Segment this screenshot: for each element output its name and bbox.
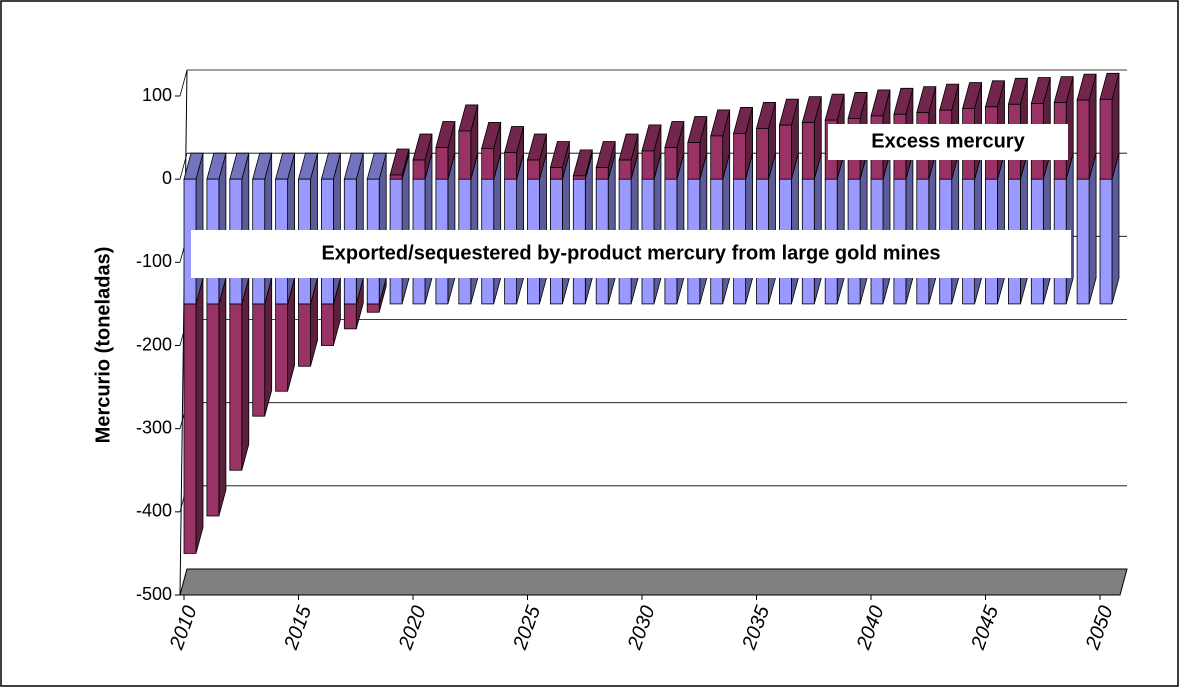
series-label: Exported/sequestered by-product mercury …: [321, 242, 940, 264]
y-tick-label: 0: [162, 168, 172, 188]
bar-front: [779, 124, 792, 180]
bar-segment: [366, 152, 387, 305]
bar-segment: [526, 133, 548, 180]
bar-front: [366, 303, 380, 313]
bar-segment: [618, 133, 639, 180]
series-label: Excess mercury: [871, 130, 1025, 152]
bar-segment: [229, 277, 250, 471]
bar-segment: [481, 121, 502, 180]
bar-segment: [412, 133, 433, 180]
y-tick-label: -400: [136, 501, 172, 521]
bar-front: [618, 159, 632, 180]
bar-segment: [435, 121, 456, 180]
bar-segment: [183, 152, 204, 305]
bar-side: [241, 277, 250, 471]
bar-front: [206, 303, 220, 517]
bar-front: [710, 135, 724, 180]
bar-front: [550, 167, 563, 180]
bar-segment: [504, 126, 525, 180]
bar-segment: [710, 109, 731, 180]
bar-front: [1076, 99, 1090, 180]
bar-segment: [297, 152, 319, 305]
bar-segment: [389, 148, 410, 180]
bar-segment: [206, 277, 227, 517]
bar-front: [1076, 178, 1090, 305]
bar-segment: [641, 124, 662, 180]
bar-segment: [458, 104, 479, 180]
bar-front: [664, 147, 678, 180]
bar-front: [527, 159, 540, 180]
bar-front: [481, 147, 495, 180]
bar-front: [641, 150, 655, 180]
bar-segment: [687, 116, 708, 180]
bar-front: [572, 175, 586, 180]
bar-front: [275, 303, 289, 392]
bar-front: [756, 128, 769, 180]
bar-front: [1099, 178, 1113, 305]
bar-segment: [733, 107, 754, 180]
bar-front: [504, 152, 518, 180]
series-label-box: [828, 124, 1068, 160]
bar-segment: [572, 149, 593, 180]
grid-depth: [179, 69, 188, 97]
bar-segment: [664, 121, 685, 180]
bar-front: [595, 167, 609, 180]
y-axis-label: Mercurio (toneladas): [92, 247, 114, 444]
bar-segment: [229, 152, 250, 305]
bar-side: [218, 277, 227, 517]
y-tick-label: -100: [136, 251, 172, 271]
y-tick-label: -500: [136, 584, 172, 604]
bar-segment: [778, 98, 799, 180]
series-label-box: [191, 230, 1071, 278]
bar-segment: [1099, 72, 1120, 180]
bar-front: [733, 133, 746, 180]
bar-front: [298, 303, 311, 367]
bar-front: [252, 303, 266, 417]
bar-segment: [343, 152, 364, 305]
bar-front: [458, 130, 472, 180]
bar-segment: [183, 277, 204, 554]
bar-front: [687, 142, 701, 180]
bar-front: [435, 147, 449, 180]
y-tick-label: -200: [136, 334, 172, 354]
bar-front: [229, 303, 243, 471]
bar-segment: [801, 96, 822, 180]
bar-front: [183, 303, 197, 554]
bar-segment: [275, 152, 296, 305]
bar-segment: [595, 141, 616, 180]
bar-front: [320, 303, 334, 346]
bar-front: [343, 303, 357, 330]
bar-segment: [755, 102, 777, 180]
bar-segment: [549, 141, 570, 180]
bar-front: [389, 174, 403, 180]
bar-segment: [1076, 73, 1097, 180]
bar-segment: [320, 152, 341, 305]
bar-segment: [206, 152, 227, 305]
bar-front: [801, 122, 815, 180]
y-tick-label: 100: [142, 85, 172, 105]
bar-segment: [252, 152, 273, 305]
y-tick-label: -300: [136, 417, 172, 437]
bar-segment: [275, 277, 296, 392]
floor: [179, 568, 1128, 596]
bar-front: [1099, 98, 1113, 180]
bar-front: [412, 159, 426, 180]
grid-depth: [179, 153, 188, 180]
bar-side: [195, 277, 204, 554]
